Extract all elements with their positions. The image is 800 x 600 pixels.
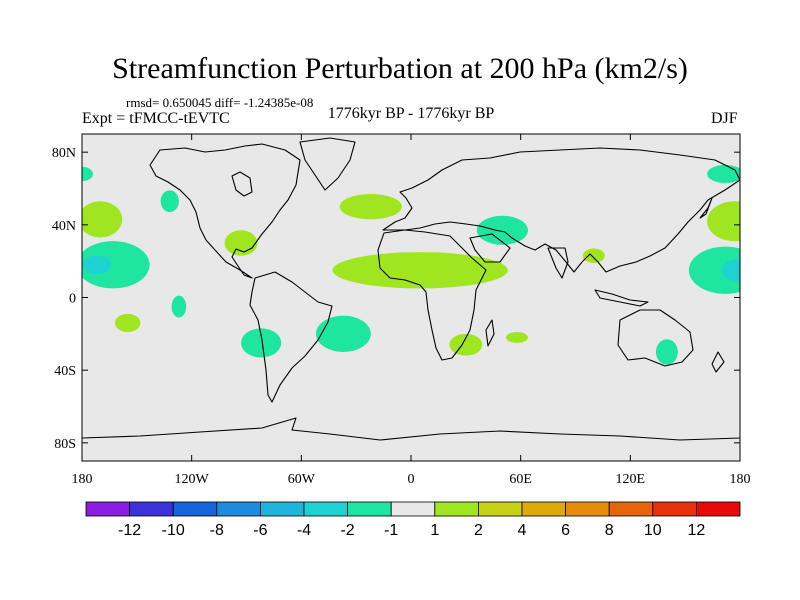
contour-region-madagascar-high: [506, 332, 528, 343]
contour-region-australia-low: [655, 339, 678, 365]
contour-region-n-america-low: [160, 190, 179, 213]
contour-region-n-pacific-west-high: [82, 201, 123, 238]
coast-japan: [699, 197, 713, 219]
colorbar-label: 10: [644, 522, 662, 539]
lat-tick-label: 0: [69, 292, 76, 307]
colorbar-label: -12: [118, 522, 141, 539]
coast-north-america: [149, 143, 301, 279]
coast-australia: [617, 309, 694, 367]
colorbar-label: 4: [518, 522, 527, 539]
contour-region-arctic-east-low: [707, 164, 740, 184]
colorbar-swatch: [216, 501, 261, 517]
colorbar-label: -1: [384, 522, 398, 539]
coast-new-zealand: [711, 351, 725, 373]
contour-region-e-pacific-low: [171, 295, 187, 318]
colorbar-swatch: [696, 501, 741, 517]
coast-madagascar: [485, 319, 495, 347]
experiment-label: Expt = tFMCC-tEVTC: [82, 110, 230, 127]
contour-region-tropical-atlantic-high: [332, 252, 508, 289]
coast-arabia: [469, 233, 511, 263]
lat-tick-label: 80N: [52, 146, 76, 161]
contour-region-c-pacific-low: [82, 241, 150, 289]
contour-region-w-pacific-low: [688, 246, 740, 294]
colorbar-swatch: [608, 501, 654, 517]
contour-region-arctic-west-low: [82, 166, 93, 182]
lon-tick-label: 180: [730, 472, 751, 487]
contour-region-gulf-high: [224, 230, 258, 256]
lon-tick-label: 120W: [175, 472, 210, 487]
colorbar-swatch: [434, 501, 479, 517]
colorbar-swatch: [390, 501, 436, 517]
colorbar-swatch: [565, 501, 610, 517]
axis-ticks: 180 120W 60W 0 60E 120E 180 80N 40N 0 40S 80S: [52, 134, 751, 487]
lon-tick-label: 180: [72, 472, 93, 487]
colorbar-swatch: [129, 501, 174, 517]
lon-tick-label: 120E: [616, 472, 646, 487]
colorbar-swatch: [652, 501, 697, 517]
contour-region-s-america-low: [241, 328, 282, 358]
lon-tick-label: 60E: [509, 472, 532, 487]
coastlines: [82, 137, 740, 441]
colorbar-label: 1: [430, 522, 439, 539]
contour-region-w-pacific-low-core: [721, 259, 740, 282]
colorbar-label: -6: [253, 522, 267, 539]
colorbar-swatch: [85, 501, 130, 517]
coast-hudson: [231, 171, 253, 197]
coast-eurasia: [382, 147, 740, 273]
colorbar-swatch: [172, 501, 218, 517]
coast-indonesia: [594, 289, 649, 307]
coast-south-america: [249, 271, 333, 403]
contour-region-india-high: [582, 248, 605, 263]
colorbar-label: 2: [474, 522, 483, 539]
contour-region-n-atlantic-high: [339, 193, 402, 220]
colorbar: -12 -10 -8 -6 -4 -2 -1 1 2 4 6 8 10 12: [85, 501, 741, 539]
colorbar-label: -4: [297, 522, 311, 539]
coast-greenland: [299, 137, 356, 191]
colorbar-label: 12: [688, 522, 706, 539]
colorbar-swatch: [521, 501, 566, 517]
colorbar-label: 8: [605, 522, 614, 539]
contour-region-c-pacific-low-core: [82, 255, 112, 274]
colorbar-label: -8: [210, 522, 224, 539]
lon-tick-label: 60W: [288, 472, 316, 487]
period-label: 1776kyr BP - 1776kyr BP: [327, 105, 495, 122]
colorbar-swatch: [303, 501, 348, 517]
stats-label: rmsd= 0.650045 diff= -1.24385e-08: [126, 95, 314, 110]
coast-africa: [377, 229, 487, 361]
colorbar-label: 6: [561, 522, 570, 539]
contour-region-n-pacific-east-high: [707, 201, 740, 242]
contour-region-mediterranean-low: [476, 215, 528, 245]
lon-tick-label: 0: [408, 472, 415, 487]
plot-title: Streamfunction Perturbation at 200 hPa (…: [112, 52, 688, 85]
lat-tick-label: 40S: [54, 364, 76, 379]
coast-antarctica: [82, 417, 740, 441]
colorbar-label: -10: [162, 522, 185, 539]
contour-region-s-pacific-high: [114, 313, 141, 333]
colorbar-swatch: [347, 501, 392, 517]
colorbar-swatch: [259, 501, 305, 517]
contour-region-s-atlantic-low: [315, 315, 371, 353]
season-label: DJF: [711, 110, 738, 127]
lat-tick-label: 40N: [52, 219, 76, 234]
lat-tick-label: 80S: [54, 437, 76, 452]
coast-india: [547, 247, 569, 279]
colorbar-label: -2: [340, 522, 354, 539]
colorbar-swatch: [477, 501, 523, 517]
